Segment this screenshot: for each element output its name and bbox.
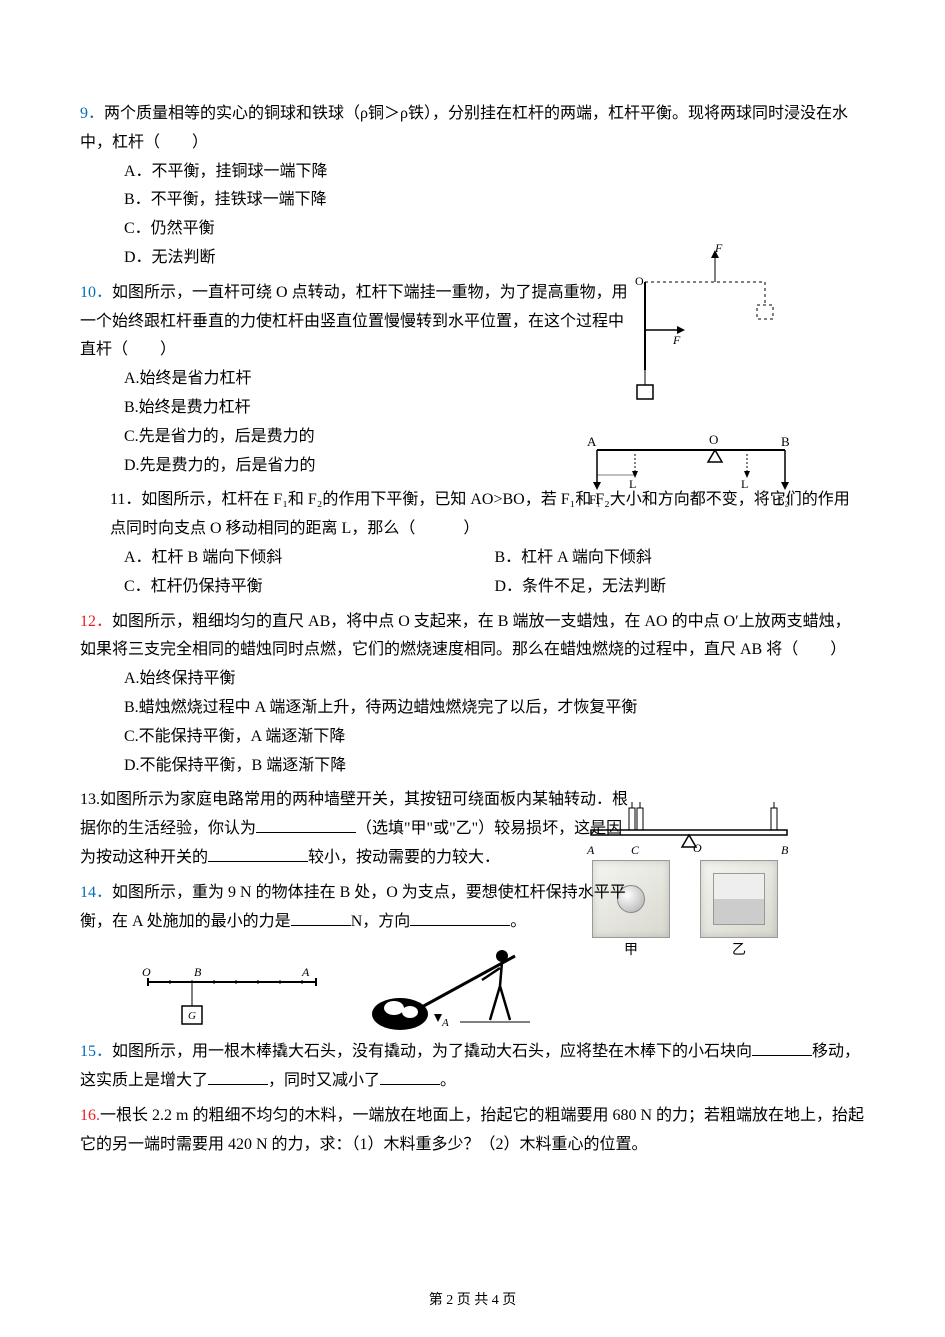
q14-blank1 [291,908,351,926]
q13-blank1 [256,815,356,833]
question-12: 12．如图所示，粗细均匀的直尺 AB，将中点 O 支起来，在 B 端放一支蜡烛，… [80,608,865,781]
svg-text:G: G [188,1010,196,1022]
question-15: 15．如图所示，用一根木棒撬大石头，没有撬动，为了撬动大石头，应将垫在木棒下的小… [80,1038,865,1096]
q11-text: 如图所示，杠杆在 F₁和 F₂的作用下平衡，已知 AO>BO，若 F₁和 F₂大… [110,491,850,537]
q15-text4: 。 [440,1072,456,1089]
svg-text:B: B [781,843,789,857]
question-14: 14．如图所示，重为 9 N 的物体挂在 B 处，O 为支点，要想使杠杆保持水平… [80,879,630,937]
q11-option-d: D．条件不足，无法判断 [495,573,866,602]
q10-option-b: B.始终是费力杠杆 [80,394,865,423]
question-11: 11．如图所示，杠杆在 F₁和 F₂的作用下平衡，已知 AO>BO，若 F₁和 … [80,486,865,601]
svg-text:O: O [693,841,702,855]
q15-blank2 [208,1067,268,1085]
q10-number: 10． [80,284,112,301]
svg-text:B: B [194,965,202,979]
figure-q14-lever: O B A G [140,962,330,1032]
q11-option-c: C．杠杆仍保持平衡 [124,573,495,602]
q16-number: 16. [80,1107,100,1124]
q9-text: 两个质量相等的实心的铜球和铁球（ρ铜＞ρ铁），分别挂在杠杆的两端，杠杆平衡。现将… [80,105,848,151]
svg-text:A: A [587,434,597,449]
q14-number: 14． [80,884,112,901]
q9-option-a: A．不平衡，挂铜球一端下降 [80,158,865,187]
q11-number: 11． [110,491,141,508]
question-16: 16.一根长 2.2 m 的粗细不均匀的木料，一端放在地面上，抬起它的粗端要用 … [80,1102,865,1160]
q11-option-b: B．杠杆 A 端向下倾斜 [495,544,866,573]
q10-option-a: A.始终是省力杠杆 [80,365,865,394]
q14-blank2 [410,908,510,926]
q13-text3: 较小，按动需要的力较大． [308,849,500,866]
question-13: 13.如图所示为家庭电路常用的两种墙壁开关，其按钮可绕面板内某轴转动．根据你的生… [80,786,630,872]
q12-option-a: A.始终保持平衡 [80,665,865,694]
figure-q15-lever-person: A [360,942,550,1032]
switch-label-jia: 甲 [586,938,676,963]
q15-blank1 [752,1038,812,1056]
switch-label-yi: 乙 [694,938,784,963]
svg-text:A: A [301,965,310,979]
q14-text2: N，方向 [351,913,411,930]
q12-option-d: D.不能保持平衡，B 端逐渐下降 [80,752,865,781]
q15-text3: ，同时又减小了 [268,1072,380,1089]
q15-blank3 [380,1067,440,1085]
q9-number: 9． [80,105,104,122]
q15-text1: 如图所示，用一根木棒撬大石头，没有撬动，为了撬动大石头，应将垫在木棒下的小石块向 [112,1043,752,1060]
svg-text:O: O [709,432,718,447]
q12-option-c: C.不能保持平衡，A 端逐渐下降 [80,723,865,752]
q12-text: 如图所示，粗细均匀的直尺 AB，将中点 O 支起来，在 B 端放一支蜡烛，在 A… [80,613,851,659]
page-footer: 第 2 页 共 4 页 [0,1288,945,1313]
svg-text:O: O [142,965,151,979]
svg-text:C: C [631,843,640,857]
q13-number: 13. [80,791,100,808]
q12-option-b: B.蜡烛燃烧过程中 A 端逐渐上升，待两边蜡烛燃烧完了以后，才恢复平衡 [80,694,865,723]
svg-text:A: A [441,1017,449,1029]
svg-text:B: B [781,434,790,449]
q10-text: 如图所示，一直杆可绕 O 点转动，杠杆下端挂一重物，为了提高重物，用一个始终跟杠… [80,284,628,359]
q11-option-a: A．杠杆 B 端向下倾斜 [124,544,495,573]
page-content: 9．两个质量相等的实心的铜球和铁球（ρ铜＞ρ铁），分别挂在杠杆的两端，杠杆平衡。… [80,100,865,1160]
q16-text: 一根长 2.2 m 的粗细不均匀的木料，一端放在地面上，抬起它的粗端要用 680… [80,1107,864,1153]
q15-number: 15． [80,1043,112,1060]
q9-option-b: B．不平衡，挂铁球一端下降 [80,186,865,215]
q14-text3: 。 [510,913,526,930]
q12-number: 12． [80,613,112,630]
switch-yi [700,860,778,938]
q13-blank2 [208,844,308,862]
